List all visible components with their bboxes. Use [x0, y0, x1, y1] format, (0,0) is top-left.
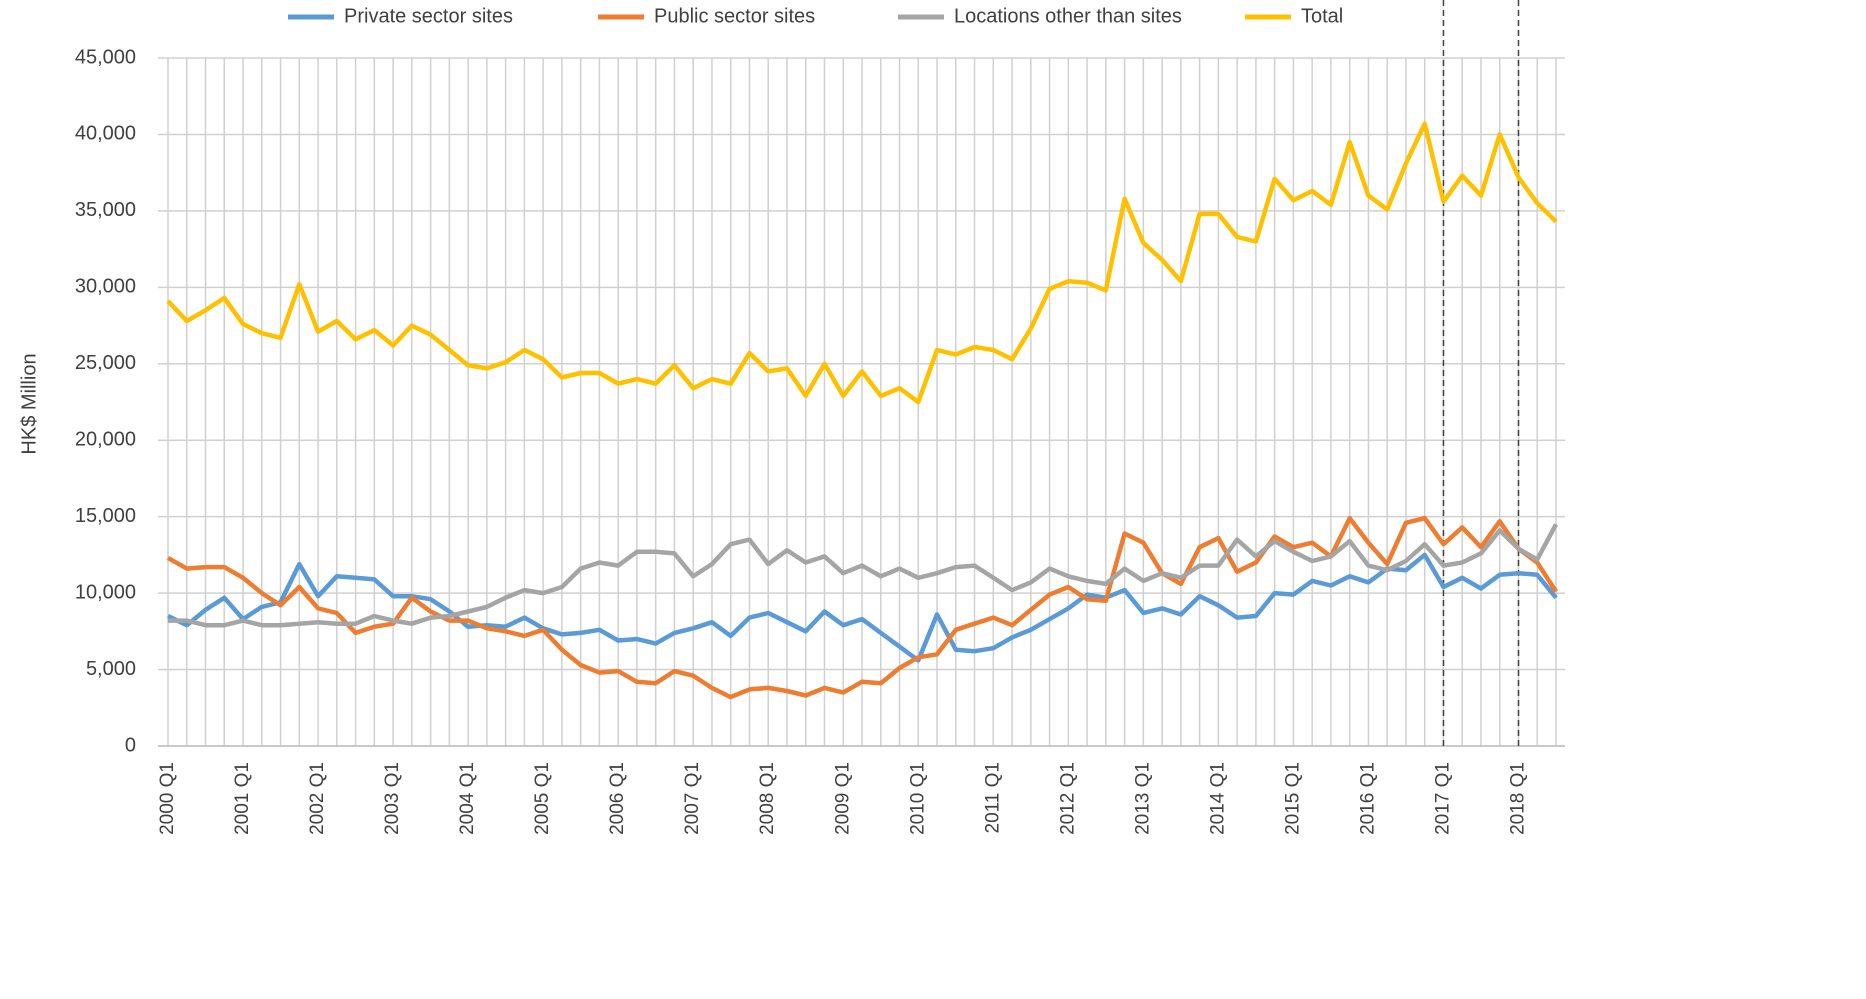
x-tick-label: 2016 Q1 [1357, 762, 1378, 835]
y-tick-label: 25,000 [75, 352, 136, 374]
x-tick-label: 2010 Q1 [907, 762, 928, 835]
x-tick-label: 2013 Q1 [1132, 762, 1153, 835]
series-line [166, 515, 1558, 700]
x-tick-label: 2006 Q1 [607, 762, 628, 835]
legend-label: Locations other than sites [954, 5, 1182, 27]
legend-label: Public sector sites [654, 5, 815, 27]
y-tick-label: 20,000 [75, 429, 136, 451]
y-axis-title: HK$ Million [18, 353, 40, 454]
x-tick-label: 2002 Q1 [307, 762, 328, 835]
x-tick-label: 2003 Q1 [382, 762, 403, 835]
x-tick-label: 2007 Q1 [682, 762, 703, 835]
x-tick-label: 2001 Q1 [232, 762, 253, 835]
x-tick-label: 2000 Q1 [157, 762, 178, 835]
y-tick-label: 30,000 [75, 276, 136, 298]
x-tick-label: 2004 Q1 [457, 762, 478, 835]
legend-label: Total [1301, 5, 1343, 27]
x-tick-label: 2014 Q1 [1207, 762, 1228, 835]
x-tick-label: 2005 Q1 [532, 762, 553, 835]
y-tick-label: 35,000 [75, 199, 136, 221]
series-line [167, 552, 1558, 663]
y-tick-label: 5,000 [86, 658, 136, 680]
legend-label: Private sector sites [344, 5, 513, 27]
series-line [166, 121, 1558, 405]
x-tick-label: 2018 Q1 [1508, 762, 1529, 835]
x-tick-label: 2017 Q1 [1432, 762, 1453, 835]
y-tick-label: 0 [125, 734, 136, 756]
x-tick-label: 2015 Q1 [1282, 762, 1303, 835]
series-line [168, 523, 1558, 628]
x-tick-label: 2008 Q1 [757, 762, 778, 835]
y-tick-label: 45,000 [75, 46, 136, 68]
x-tick-label: 2009 Q1 [832, 762, 853, 835]
x-tick-label: 2011 Q1 [982, 762, 1003, 833]
x-tick-label: 2012 Q1 [1057, 762, 1078, 835]
y-tick-label: 10,000 [75, 581, 136, 603]
y-tick-label: 40,000 [75, 123, 136, 145]
y-tick-label: 15,000 [75, 505, 136, 527]
